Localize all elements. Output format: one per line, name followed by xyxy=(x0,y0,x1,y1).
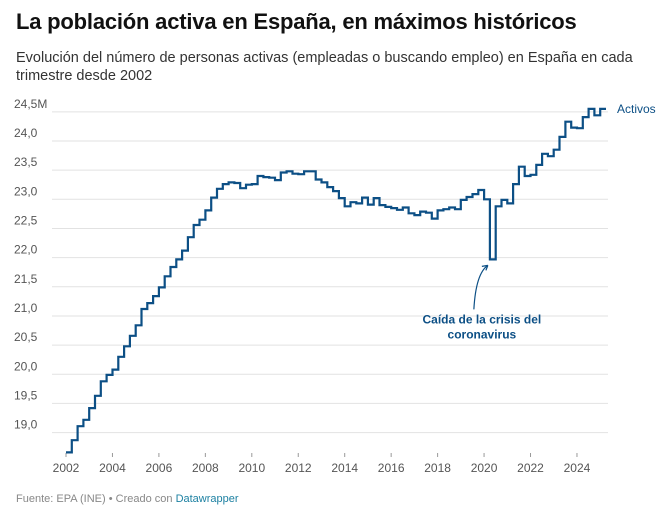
annotation-text: Caída de la crisis del xyxy=(423,312,542,326)
x-axis: 2002 2004 2006 2008 2010 2012 2014 2016 2018 2020… xyxy=(53,453,591,475)
annotation-arrow xyxy=(473,264,489,310)
y-tick-label: 19,5 xyxy=(14,388,38,402)
y-tick-label: 19,0 xyxy=(14,418,38,432)
chart-subtitle: Evolución del número de personas activas… xyxy=(16,50,633,84)
x-tick-label: 2024 xyxy=(564,461,591,475)
x-tick-label: 2022 xyxy=(517,461,544,475)
x-tick-label: 2020 xyxy=(471,461,498,475)
x-tick-label: 2006 xyxy=(146,461,173,475)
footer-tool-link[interactable]: Datawrapper xyxy=(175,493,239,505)
y-axis: 19,0 19,5 20,0 20,5 21,0 21,5 22,0 22,5 23,0 23,5… xyxy=(14,97,47,432)
y-tick-label: 24,0 xyxy=(14,126,38,140)
chart-title: La población activa en España, en máximo… xyxy=(16,9,577,34)
y-tick-label: 20,0 xyxy=(14,359,38,373)
footer: Fuente: EPA (INE) • Creado con Datawrapp… xyxy=(16,493,239,505)
series-line-activos xyxy=(66,107,606,454)
x-tick-label: 2018 xyxy=(424,461,451,475)
chart-area: 19,0 19,5 20,0 20,5 21,0 21,5 22,0 22,5 23,0 23,5… xyxy=(14,97,656,475)
x-tick-label: 2016 xyxy=(378,461,405,475)
y-tick-label: 24,5M xyxy=(14,97,47,111)
x-tick-label: 2010 xyxy=(238,461,265,475)
footer-source: Fuente: EPA (INE) xyxy=(16,493,106,505)
grid-lines xyxy=(52,111,608,434)
x-tick-label: 2004 xyxy=(99,461,126,475)
y-tick-label: 21,5 xyxy=(14,272,38,286)
y-tick-label: 23,0 xyxy=(14,184,38,198)
x-tick-label: 2012 xyxy=(285,461,312,475)
y-tick-label: 22,5 xyxy=(14,213,38,227)
annotation-text: coronavirus xyxy=(448,327,517,341)
x-tick-label: 2014 xyxy=(331,461,358,475)
annotation-arrowhead xyxy=(481,264,489,271)
y-tick-label: 22,0 xyxy=(14,243,38,257)
x-tick-label: 2008 xyxy=(192,461,219,475)
y-tick-label: 20,5 xyxy=(14,330,38,344)
series-label-activos: Activos xyxy=(617,102,656,116)
footer-separator: • Creado con xyxy=(105,493,176,505)
y-tick-label: 21,0 xyxy=(14,301,38,315)
y-tick-label: 23,5 xyxy=(14,155,38,169)
x-tick-label: 2002 xyxy=(53,461,80,475)
